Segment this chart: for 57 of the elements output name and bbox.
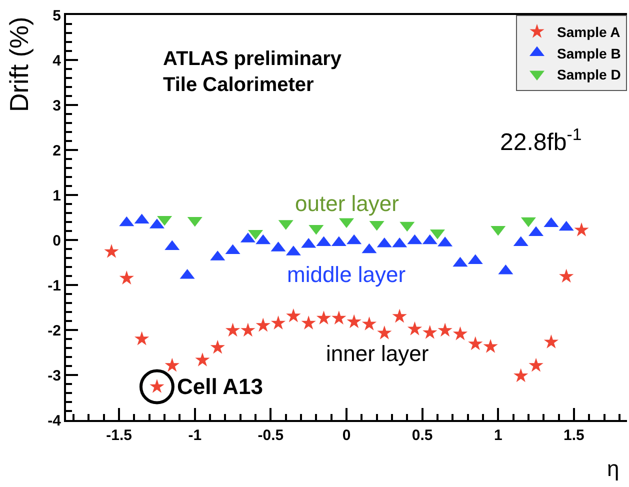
point — [346, 314, 362, 328]
point — [256, 318, 270, 332]
y-tick-label: 3 — [52, 97, 61, 114]
point — [286, 308, 301, 322]
point — [528, 358, 544, 372]
point — [483, 338, 498, 353]
y-tick-label: 0 — [52, 232, 61, 250]
x-tick-label: -0.5 — [258, 427, 284, 444]
legend-label: Sample D — [557, 66, 621, 82]
point — [240, 322, 256, 337]
y-tick-label: 2 — [52, 142, 61, 160]
annotation: outer layer — [295, 191, 399, 216]
point — [301, 316, 316, 330]
point — [134, 331, 150, 346]
point — [362, 316, 377, 330]
point — [104, 244, 119, 258]
point — [225, 322, 240, 337]
y-tick-label: 5 — [52, 7, 61, 24]
annotation: ATLAS preliminary Tile Calorimeter — [163, 48, 342, 96]
annotation: inner layer — [326, 341, 429, 366]
y-tick-label: 4 — [52, 52, 62, 70]
point — [452, 326, 468, 340]
point — [407, 321, 422, 336]
x-axis-title: η — [607, 456, 620, 481]
point — [210, 340, 225, 354]
point — [438, 322, 452, 337]
point — [164, 358, 180, 372]
point — [544, 334, 559, 348]
point — [574, 222, 589, 236]
annotation: 22.8fb$^{-1}$ — [500, 125, 582, 156]
x-tick-label: -1 — [188, 427, 202, 444]
point — [377, 325, 392, 340]
y-tick-label: -3 — [48, 367, 61, 384]
point — [119, 270, 134, 284]
y-tick-label: -2 — [48, 322, 61, 340]
y-axis-title: Drift (%) — [4, 16, 34, 112]
legend-label: Sample B — [557, 45, 621, 62]
point — [514, 368, 528, 382]
point — [422, 325, 438, 339]
y-tick-label: -1 — [48, 277, 61, 294]
y-tick-label: 1 — [52, 187, 61, 204]
x-tick-label: -1.5 — [106, 427, 132, 444]
y-tick-label: -4 — [48, 412, 62, 430]
point — [195, 352, 210, 366]
x-tick-label: 0 — [342, 427, 351, 444]
point — [270, 316, 286, 330]
point — [559, 268, 574, 283]
point — [392, 308, 407, 323]
point — [468, 336, 483, 350]
x-tick-label: 1.5 — [564, 427, 584, 444]
annotation: middle layer — [287, 262, 406, 287]
annotation: Cell A13 — [177, 374, 264, 399]
point — [332, 310, 346, 325]
x-tick-label: 0.5 — [412, 427, 433, 444]
legend-label: Sample A — [557, 24, 620, 40]
point — [316, 310, 332, 325]
x-tick-label: 1 — [494, 427, 502, 444]
